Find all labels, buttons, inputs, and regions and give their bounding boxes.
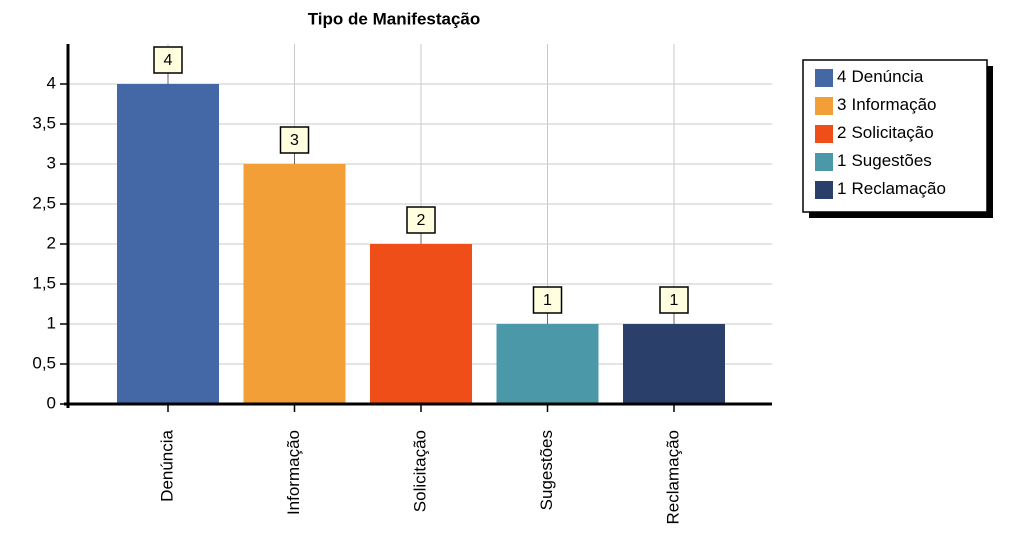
chart-title: Tipo de Manifestação bbox=[308, 9, 481, 28]
x-tick-label: Solicitação bbox=[410, 430, 429, 512]
legend: 4 Denúncia 3 Informação 2 Solicitação 1 Sugestõ… bbox=[802, 59, 993, 218]
legend-name: Informação bbox=[851, 95, 936, 114]
legend-swatch bbox=[815, 97, 833, 115]
y-tick-label: 2 bbox=[47, 233, 56, 252]
legend-name: Solicitação bbox=[851, 123, 933, 142]
value-label-box bbox=[659, 286, 689, 314]
value-label-box bbox=[532, 286, 563, 314]
bar bbox=[496, 324, 599, 404]
legend-name: Reclamação bbox=[851, 179, 946, 198]
value-label: 3 bbox=[290, 132, 299, 149]
legend-swatch bbox=[815, 153, 833, 171]
legend-name: Sugestões bbox=[851, 151, 931, 170]
legend-value: 4 bbox=[837, 67, 846, 86]
x-tick-label: Sugestões bbox=[537, 430, 556, 510]
legend-swatch bbox=[815, 181, 833, 199]
value-label: 2 bbox=[417, 212, 426, 229]
legend-box bbox=[802, 59, 988, 213]
value-label: 1 bbox=[670, 292, 679, 309]
legend-label: 3 Informação bbox=[837, 95, 937, 114]
y-tick-label: 3 bbox=[47, 153, 56, 172]
legend-value: 1 bbox=[837, 151, 846, 170]
legend-swatch bbox=[815, 125, 833, 143]
bar bbox=[623, 324, 725, 404]
value-label-box bbox=[279, 126, 310, 154]
y-tick-label: 4 bbox=[47, 73, 56, 92]
legend-label: 1 Reclamação bbox=[837, 179, 946, 198]
bar bbox=[117, 84, 219, 404]
x-tick-label: Reclamação bbox=[663, 430, 682, 525]
legend-label: 2 Solicitação bbox=[837, 123, 934, 142]
y-tick-label: 2,5 bbox=[32, 193, 56, 212]
legend-label: 1 Sugestões bbox=[837, 151, 932, 170]
legend-name: Denúncia bbox=[851, 67, 923, 86]
legend-value: 1 bbox=[837, 179, 846, 198]
y-tick-label: 3,5 bbox=[32, 113, 56, 132]
y-tick-label: 0,5 bbox=[32, 353, 56, 372]
legend-value: 3 bbox=[837, 95, 846, 114]
y-tick-label: 1,5 bbox=[32, 273, 56, 292]
y-tick-label: 0 bbox=[47, 393, 56, 412]
legend-swatch bbox=[815, 69, 833, 87]
x-tick-label: Informação bbox=[284, 430, 303, 515]
bar bbox=[370, 244, 472, 404]
y-tick-label: 1 bbox=[47, 313, 56, 332]
legend-value: 2 bbox=[837, 123, 846, 142]
legend-label: 4 Denúncia bbox=[837, 67, 924, 86]
value-label-box bbox=[153, 46, 183, 74]
value-label-box bbox=[406, 206, 436, 234]
x-tick-label: Denúncia bbox=[157, 429, 176, 501]
value-label: 4 bbox=[164, 52, 173, 69]
bar bbox=[243, 164, 346, 404]
value-label: 1 bbox=[543, 292, 552, 309]
